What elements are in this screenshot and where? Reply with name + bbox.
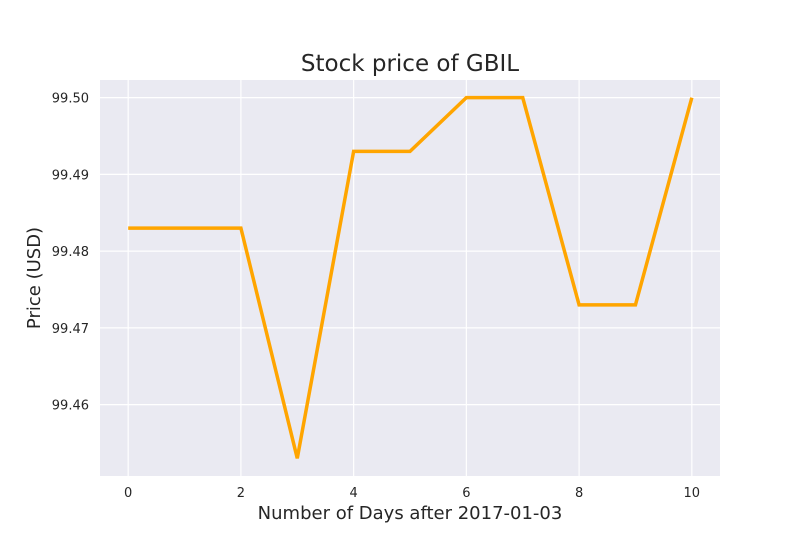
y-tick-labels: 99.46 99.47 99.48 99.49 99.50 (52, 92, 89, 414)
x-gridlines (127, 80, 693, 476)
y-tick-label: 99.49 (52, 168, 89, 183)
series-group (128, 95, 694, 459)
plot-area (100, 80, 720, 476)
x-tick-label: 6 (462, 486, 470, 501)
x-tick-label: 0 (124, 486, 132, 501)
x-tick-label: 10 (684, 486, 701, 501)
x-tick-labels: 0 2 4 6 8 10 (124, 486, 700, 501)
x-tick-label: 4 (349, 486, 357, 501)
y-tick-label: 99.50 (52, 92, 89, 107)
x-axis-label: Number of Days after 2017-01-03 (258, 503, 563, 524)
y-tick-label: 99.46 (52, 399, 89, 414)
y-tick-label: 99.48 (52, 245, 89, 260)
x-tick-label: 8 (575, 486, 583, 501)
series-line (128, 95, 694, 459)
y-gridlines (100, 97, 720, 406)
y-tick-label: 99.47 (52, 322, 89, 337)
x-tick-label: 2 (237, 486, 245, 501)
y-axis-label: Price (USD) (24, 227, 45, 329)
chart-title: Stock price of GBIL (301, 51, 519, 77)
